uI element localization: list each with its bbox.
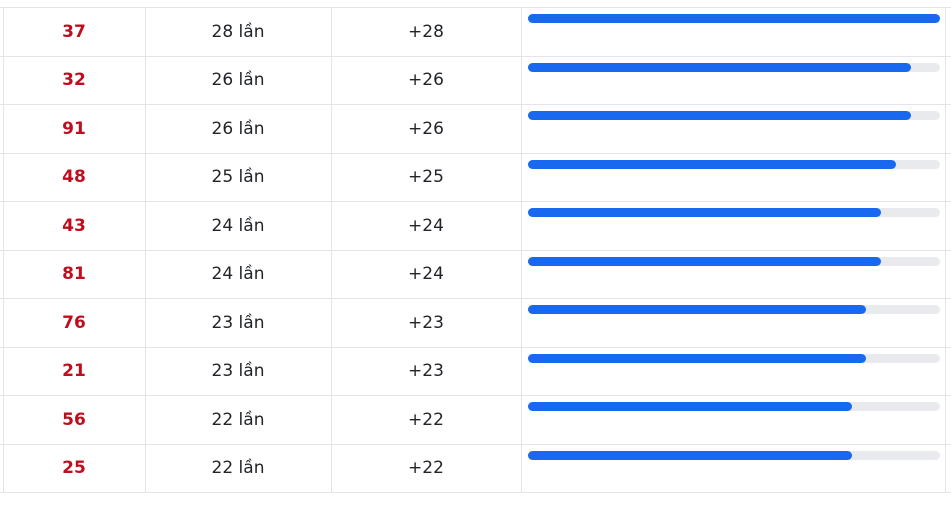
number-cell: 76 (62, 312, 86, 333)
delta-cell: +24 (408, 264, 444, 285)
number-cell: 81 (62, 264, 86, 285)
bar-track (528, 353, 940, 363)
count-cell: 23 lần (211, 361, 265, 382)
bar-cell (521, 299, 946, 347)
bar-fill (528, 111, 911, 120)
bar-track (528, 111, 940, 120)
count-cell: 24 lần (211, 264, 265, 285)
delta-cell: +23 (408, 361, 444, 382)
bar-fill (528, 208, 882, 217)
bar-fill (528, 305, 867, 314)
delta-cell: +23 (408, 312, 444, 333)
delta-cell: +22 (408, 458, 444, 479)
count-cell: 22 lần (211, 458, 265, 479)
table-row: 91 26 lần +26 (0, 105, 951, 154)
count-cell: 26 lần (211, 70, 265, 91)
column-divider (145, 8, 146, 493)
bar-cell (521, 8, 946, 56)
delta-cell: +25 (408, 167, 444, 188)
bar-cell (521, 348, 946, 396)
bar-cell (521, 251, 946, 299)
frequency-table: 37 28 lần +28 32 26 lần +26 91 26 lần +2… (0, 7, 951, 493)
column-divider (945, 8, 946, 493)
bar-track (528, 14, 940, 23)
number-cell: 21 (62, 361, 86, 382)
bar-track (528, 305, 940, 314)
table-row: 81 24 lần +24 (0, 250, 951, 299)
bar-fill (528, 256, 882, 266)
number-cell: 32 (62, 70, 86, 91)
table-row: 21 23 lần +23 (0, 347, 951, 396)
number-cell: 37 (62, 21, 86, 42)
table-body: 37 28 lần +28 32 26 lần +26 91 26 lần +2… (0, 8, 951, 493)
bar-fill (528, 353, 867, 363)
bar-cell (521, 154, 946, 202)
count-cell: 26 lần (211, 118, 265, 139)
bar-cell (521, 57, 946, 105)
bar-track (528, 450, 940, 460)
count-cell: 28 lần (211, 21, 265, 42)
delta-cell: +26 (408, 118, 444, 139)
bar-fill (528, 450, 852, 460)
table-row: 32 26 lần +26 (0, 56, 951, 105)
table-row: 43 24 lần +24 (0, 202, 951, 251)
column-divider (3, 8, 4, 493)
count-cell: 22 lần (211, 409, 265, 430)
count-cell: 25 lần (211, 167, 265, 188)
number-cell: 56 (62, 409, 86, 430)
bar-track (528, 208, 940, 217)
number-cell: 25 (62, 458, 86, 479)
column-divider (521, 8, 522, 493)
delta-cell: +24 (408, 215, 444, 236)
column-divider (331, 8, 332, 493)
table-row: 56 22 lần +22 (0, 396, 951, 445)
bar-fill (528, 62, 911, 72)
count-cell: 24 lần (211, 215, 265, 236)
bar-track (528, 62, 940, 72)
bar-cell (521, 105, 946, 153)
count-cell: 23 lần (211, 312, 265, 333)
bar-fill (528, 14, 940, 23)
table-row: 48 25 lần +25 (0, 153, 951, 202)
table-row: 76 23 lần +23 (0, 299, 951, 348)
number-cell: 48 (62, 167, 86, 188)
bar-cell (521, 202, 946, 250)
number-cell: 43 (62, 215, 86, 236)
bar-cell (521, 396, 946, 444)
table-row: 37 28 lần +28 (0, 8, 951, 57)
delta-cell: +22 (408, 409, 444, 430)
delta-cell: +26 (408, 70, 444, 91)
bar-cell (521, 445, 946, 493)
bar-track (528, 159, 940, 169)
bar-fill (528, 402, 852, 411)
bar-track (528, 256, 940, 266)
bar-fill (528, 159, 896, 169)
number-cell: 91 (62, 118, 86, 139)
delta-cell: +28 (408, 21, 444, 42)
bar-track (528, 402, 940, 411)
table-row: 25 22 lần +22 (0, 444, 951, 493)
